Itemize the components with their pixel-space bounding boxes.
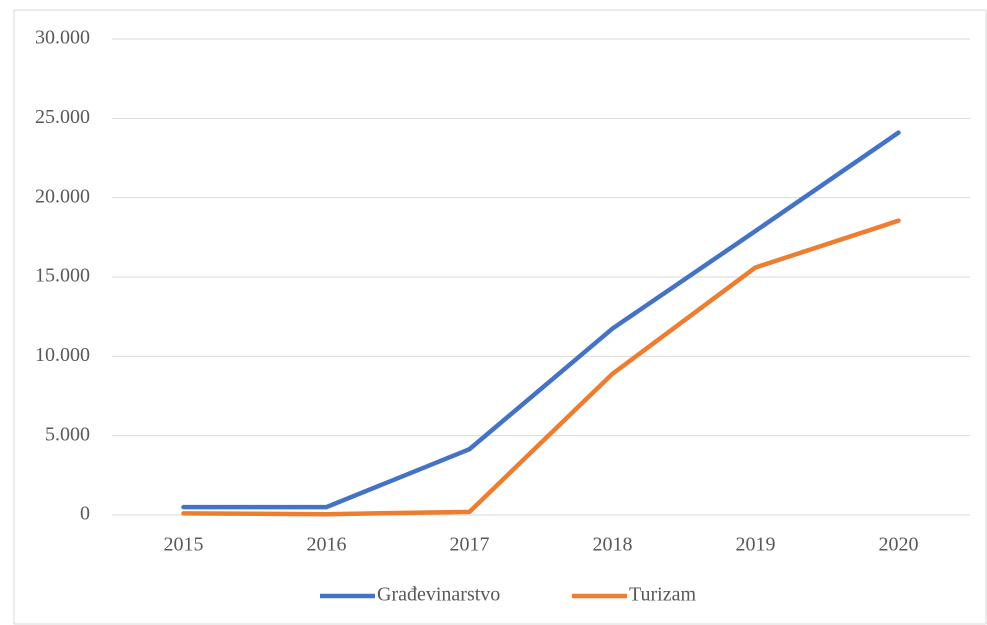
line — [181, 130, 901, 510]
legend-label: Građevinarstvo — [377, 584, 500, 606]
x-tick-label: 2016 — [307, 534, 347, 556]
x-tick-label: 2019 — [736, 534, 776, 556]
x-tick-label: 2018 — [593, 534, 633, 556]
y-tick-label: 30.000 — [35, 27, 90, 49]
y-tick-label: 15.000 — [35, 265, 90, 287]
y-tick-label: 10.000 — [35, 344, 90, 366]
y-tick-label: 5.000 — [45, 423, 90, 445]
line — [181, 218, 901, 517]
chart-frame — [13, 9, 987, 625]
x-tick-label: 2017 — [450, 534, 490, 556]
x-tick-label: 2015 — [164, 534, 204, 556]
y-tick-label: 25.000 — [35, 106, 90, 128]
x-tick-label: 2020 — [879, 534, 919, 556]
y-tick-label: 0 — [80, 503, 90, 525]
legend-label: Turizam — [629, 584, 696, 606]
y-tick-label: 20.000 — [35, 185, 90, 207]
